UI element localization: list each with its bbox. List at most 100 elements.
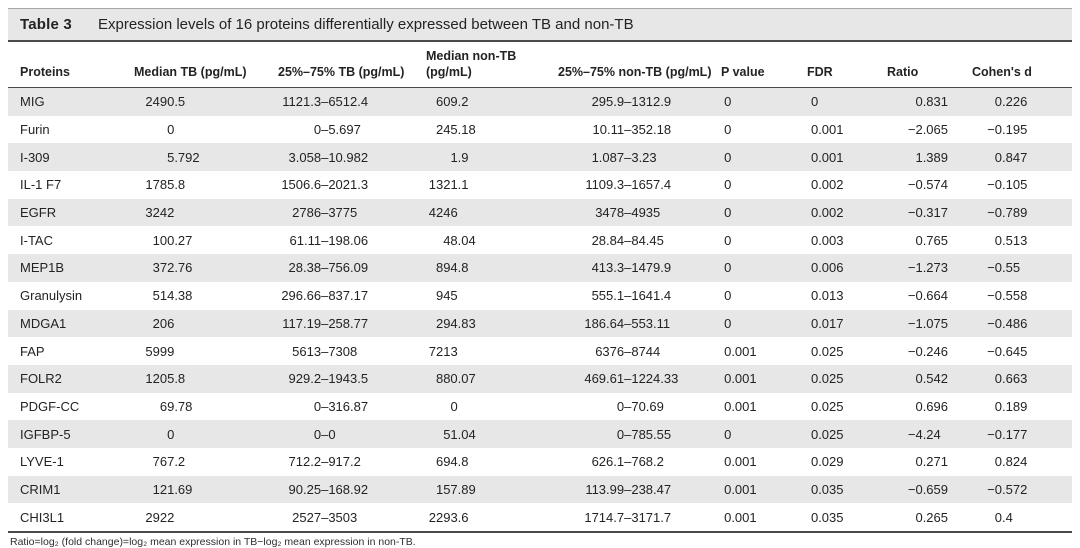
cell: 3478– 4935 (595, 205, 661, 221)
cell: 0.001 (810, 149, 844, 165)
table-row: IL-1 F7 1785.8 1506.6– 2021.3 1321.1 1109.3– 1… (8, 171, 1072, 199)
table-title-band: Table 3 Expression levels of 16 proteins… (8, 9, 1072, 40)
protein-name: Furin (20, 122, 50, 138)
cell: 0.001 (810, 122, 844, 138)
cell: −0.789 (987, 205, 1028, 221)
cell: 3242 (145, 205, 175, 221)
cell: −0.195 (987, 122, 1028, 138)
cell: 0 (724, 149, 732, 165)
cell: 0.847 (994, 149, 1028, 165)
column-header: Cohen's d (972, 64, 1032, 79)
cell: 0.765 (915, 232, 948, 248)
cell: 1321.1 (428, 177, 469, 193)
cell: 0 (167, 122, 175, 138)
table-row: FAP 5999 5613– 7308 7213 6376– 8744 0.001 0.025 −… (8, 337, 1072, 365)
cell: 0.025 (810, 398, 844, 414)
cell: 0.189 (994, 398, 1028, 414)
cell: 0 (724, 260, 732, 276)
cell: 90.25– 168.92 (288, 481, 369, 497)
table-row: IGFBP-5 0 0– 0 51.04 0– 785.55 0 0.025 −4.24 −0.17… (8, 420, 1072, 448)
cell: 6376– 8744 (595, 343, 661, 359)
cell: 1785.8 (145, 177, 186, 193)
cell: 0– 785.55 (616, 426, 672, 442)
cell: 2490.5 (145, 94, 186, 110)
table-body: MIG 2490.5 1121.3– 6512.4 609.2 295.9– 1312.9 0… (8, 88, 1072, 531)
cell: 113.99– 238.47 (585, 481, 672, 497)
protein-name: MDGA1 (20, 315, 67, 331)
cell: −2.065 (907, 122, 948, 138)
cell: 0.001 (724, 481, 757, 497)
cell: 0.035 (810, 481, 844, 497)
protein-name: I-TAC (20, 232, 53, 248)
protein-name: LYVE-1 (20, 454, 64, 470)
cell: −0.659 (907, 481, 948, 497)
protein-name: MEP1B (20, 260, 65, 276)
cell: 2922 (145, 509, 175, 525)
column-header: FDR (807, 64, 833, 79)
protein-name: CHI3L1 (20, 509, 65, 525)
cell: −0.246 (907, 343, 948, 359)
cell: 0 (724, 288, 732, 304)
cell: 69.78 (159, 398, 193, 414)
cell: 1714.7– 3171.7 (584, 509, 672, 525)
cell: 945 (435, 288, 458, 304)
column-header: Median non-TB (pg/mL) (426, 48, 517, 79)
cell: 1.087– 3.23 (591, 149, 657, 165)
protein-name: FAP (20, 343, 45, 359)
cell: 4246 (428, 205, 458, 221)
cell: 10.11– 352.18 (592, 122, 672, 138)
cell: −0.105 (987, 177, 1028, 193)
cell: 372.76 (152, 260, 193, 276)
cell: 555.1– 1641.4 (591, 288, 672, 304)
rule-under-header (8, 86, 1072, 88)
cell: 0.025 (810, 426, 844, 442)
cell: 117.19– 258.77 (282, 315, 369, 331)
cell: −0.664 (907, 288, 948, 304)
protein-name: IGFBP-5 (20, 426, 71, 442)
cell: 0.002 (810, 177, 844, 193)
cell: 929.2– 1943.5 (288, 371, 369, 387)
cell: 0 (724, 426, 732, 442)
cell: 100.27 (152, 232, 193, 248)
cell: 0– 316.87 (313, 398, 369, 414)
cell: −0.645 (987, 343, 1028, 359)
cell: 0.001 (724, 454, 757, 470)
cell: 61.11– 198.06 (289, 232, 369, 248)
cell: 0.542 (915, 371, 948, 387)
cell: 1.9 (450, 149, 469, 165)
cell: 0 (167, 426, 175, 442)
cell: 245.18 (435, 122, 476, 138)
cell: −1.273 (907, 260, 948, 276)
table-label: Table 3 (20, 16, 72, 33)
cell: 0 (724, 177, 732, 193)
cell: −1.075 (907, 315, 948, 331)
column-header: Median TB (pg/mL) (134, 64, 247, 79)
cell: 206 (152, 315, 175, 331)
table-row: MEP1B 372.76 28.38– 756.09 894.8 413.3– 1479.9… (8, 254, 1072, 282)
cell: 0.013 (810, 288, 844, 304)
protein-name: EGFR (20, 205, 57, 221)
cell: 0 (810, 94, 819, 110)
table-row: Granulysin 514.38 296.66– 837.17 945 555.1– 16… (8, 282, 1072, 310)
cell: −4.24 (907, 426, 941, 442)
cell: 0.001 (724, 343, 757, 359)
cell: 0.271 (915, 454, 948, 470)
cell: 48.04 (443, 232, 476, 248)
cell: 0.035 (810, 509, 844, 525)
cell: 0.017 (810, 315, 844, 331)
cell: 5999 (145, 343, 175, 359)
protein-name: I-309 (20, 149, 50, 165)
table-row: I-TAC 100.27 61.11– 198.06 48.04 28.84– 84.45 0… (8, 226, 1072, 254)
cell: 1205.8 (145, 371, 186, 387)
cell: 0 (450, 398, 458, 414)
cell: 0.696 (915, 398, 948, 414)
cell: 0– 0 (313, 426, 336, 442)
cell: 469.61– 1224.33 (584, 371, 679, 387)
cell: 694.8 (435, 454, 469, 470)
cell: −0.177 (987, 426, 1028, 442)
cell: 0.001 (724, 509, 757, 525)
cell: −0.55 (987, 260, 1021, 276)
cell: 0.513 (994, 232, 1028, 248)
cell: −0.574 (907, 177, 948, 193)
